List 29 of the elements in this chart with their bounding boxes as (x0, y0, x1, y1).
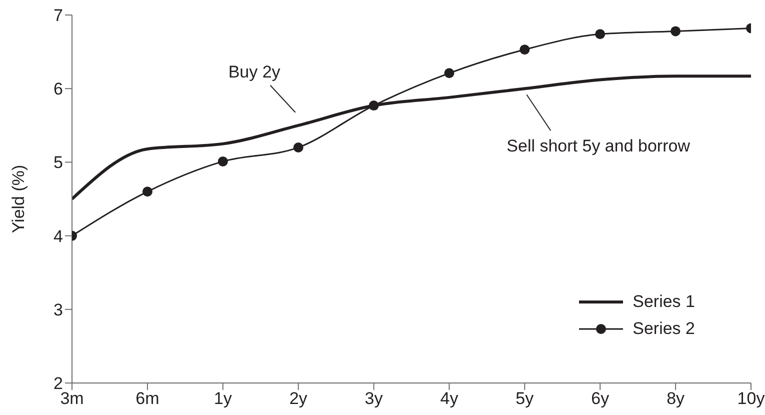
x-tick-label: 8y (666, 389, 686, 408)
point (293, 142, 304, 152)
point (520, 44, 530, 55)
x-tick-label: 3y (364, 389, 384, 408)
x-tick-label: 10y (737, 389, 765, 408)
x-tick-label: 6y (591, 389, 610, 408)
y-tick-label: 4 (54, 226, 63, 246)
y-tick-label: 6 (54, 80, 63, 99)
x-tick-label: 1y (214, 389, 232, 408)
y-tick-label: 7 (54, 6, 63, 26)
point (670, 26, 681, 36)
y-tick-label: 2 (54, 374, 63, 394)
annotation: Sell short 5y and borrow (506, 136, 691, 156)
y-axis-title: Yield (%) (9, 164, 28, 234)
x-tick-label: 5y (516, 389, 534, 408)
point (142, 186, 152, 197)
y-tick-label: 3 (54, 300, 63, 320)
x-tick-label: 4y (440, 389, 459, 408)
legend-label: Series 2 (632, 318, 695, 338)
y-tick-label: 5 (54, 153, 63, 172)
x-tick-label: 6m (136, 389, 160, 408)
legend-label: Series 1 (632, 292, 695, 312)
point (595, 29, 606, 40)
x-tick-label: 3m (60, 389, 84, 408)
point (218, 156, 228, 166)
x-tick-label: 2y (289, 389, 308, 408)
annotation: Buy 2y (228, 62, 281, 82)
point (368, 100, 379, 111)
point (444, 68, 454, 78)
